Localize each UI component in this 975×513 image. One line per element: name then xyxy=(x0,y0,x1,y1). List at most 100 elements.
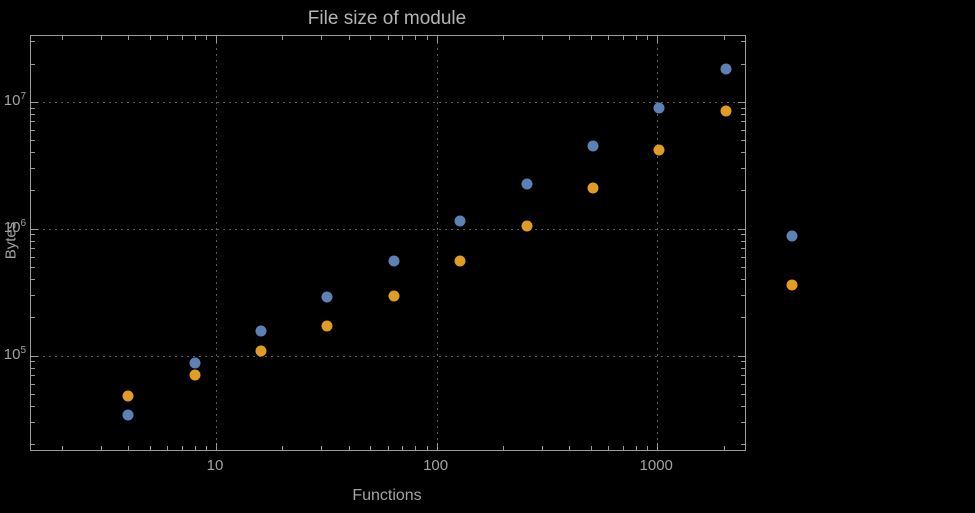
y-tick xyxy=(741,406,745,407)
y-tick xyxy=(31,367,35,369)
data-point xyxy=(521,220,533,232)
x-tick xyxy=(387,446,389,450)
y-tick xyxy=(741,248,745,250)
data-point xyxy=(786,279,798,291)
y-tick xyxy=(31,41,35,43)
plot-area xyxy=(30,35,798,451)
y-tick xyxy=(31,361,35,363)
y-tick xyxy=(741,121,745,123)
y-tick xyxy=(741,367,745,369)
x-tick xyxy=(608,446,610,450)
y-tick xyxy=(31,444,35,446)
x-tick xyxy=(647,446,649,450)
y-tick xyxy=(741,114,745,116)
x-tick xyxy=(167,446,169,450)
y-tick xyxy=(741,421,745,423)
x-tick xyxy=(100,446,102,450)
x-tick xyxy=(503,36,505,40)
x-tick xyxy=(282,446,284,450)
chart-title: File size of module xyxy=(307,8,467,29)
y-tick xyxy=(738,101,745,103)
y-tick xyxy=(31,406,35,407)
x-tick-label: 100 xyxy=(423,457,449,474)
y-tick xyxy=(31,294,35,296)
x-tick xyxy=(590,446,592,450)
y-tick xyxy=(741,266,745,268)
x-tick xyxy=(569,36,571,40)
y-tick xyxy=(31,114,35,116)
data-point xyxy=(653,144,665,156)
x-gridline xyxy=(216,36,217,450)
y-tick xyxy=(31,152,35,154)
y-tick xyxy=(31,256,35,258)
y-tick xyxy=(31,383,35,385)
y-axis-label: Bytes xyxy=(2,221,20,260)
x-tick xyxy=(128,36,130,40)
y-gridline xyxy=(31,101,745,103)
x-tick-label: 10 xyxy=(206,457,224,474)
y-tick xyxy=(31,266,35,268)
y-tick xyxy=(741,234,745,236)
y-tick xyxy=(738,228,745,230)
y-tick xyxy=(31,240,35,242)
x-tick xyxy=(503,446,505,450)
x-tick xyxy=(387,36,389,40)
x-tick xyxy=(623,446,625,450)
data-point xyxy=(189,357,201,369)
y-tick xyxy=(741,317,745,319)
x-tick xyxy=(370,446,372,450)
data-point xyxy=(122,409,134,421)
y-tick xyxy=(31,107,35,109)
data-point xyxy=(388,290,400,302)
y-tick xyxy=(31,375,35,377)
y-tick xyxy=(741,361,745,363)
y-tick xyxy=(741,63,745,65)
x-tick xyxy=(181,36,183,40)
y-tick xyxy=(31,139,35,141)
data-point xyxy=(255,345,267,357)
y-tick-label: 107 xyxy=(3,90,26,109)
y-tick xyxy=(31,234,35,236)
data-point xyxy=(587,182,599,194)
y-tick xyxy=(741,444,745,446)
y-tick xyxy=(741,279,745,281)
x-tick xyxy=(541,36,543,40)
x-tick xyxy=(61,446,63,450)
y-tick xyxy=(741,139,745,141)
x-tick xyxy=(370,36,372,40)
x-tick xyxy=(723,446,725,450)
y-tick xyxy=(31,393,35,395)
x-tick xyxy=(149,36,151,40)
x-tick xyxy=(723,36,725,40)
y-tick xyxy=(741,240,745,242)
x-tick xyxy=(348,446,350,450)
x-tick xyxy=(321,36,323,40)
y-tick xyxy=(741,190,745,192)
y-tick xyxy=(741,256,745,258)
y-tick xyxy=(31,421,35,423)
x-tick xyxy=(608,36,610,40)
data-point xyxy=(720,105,732,117)
x-tick xyxy=(426,36,428,40)
x-tick xyxy=(61,36,63,40)
y-tick xyxy=(741,168,745,170)
x-tick xyxy=(100,36,102,40)
y-tick xyxy=(741,107,745,109)
x-tick xyxy=(426,446,428,450)
y-tick xyxy=(31,248,35,250)
x-tick xyxy=(657,36,659,43)
x-tick xyxy=(569,446,571,450)
y-tick xyxy=(741,383,745,385)
x-tick xyxy=(167,36,169,40)
data-point xyxy=(321,320,333,332)
y-tick xyxy=(738,355,745,357)
data-point xyxy=(786,230,798,242)
x-tick xyxy=(321,446,323,450)
x-tick xyxy=(436,443,438,450)
data-point xyxy=(189,369,201,381)
x-tick xyxy=(623,36,625,40)
data-point xyxy=(454,215,466,227)
x-tick xyxy=(402,446,404,450)
x-tick xyxy=(415,446,417,450)
y-tick xyxy=(31,317,35,319)
